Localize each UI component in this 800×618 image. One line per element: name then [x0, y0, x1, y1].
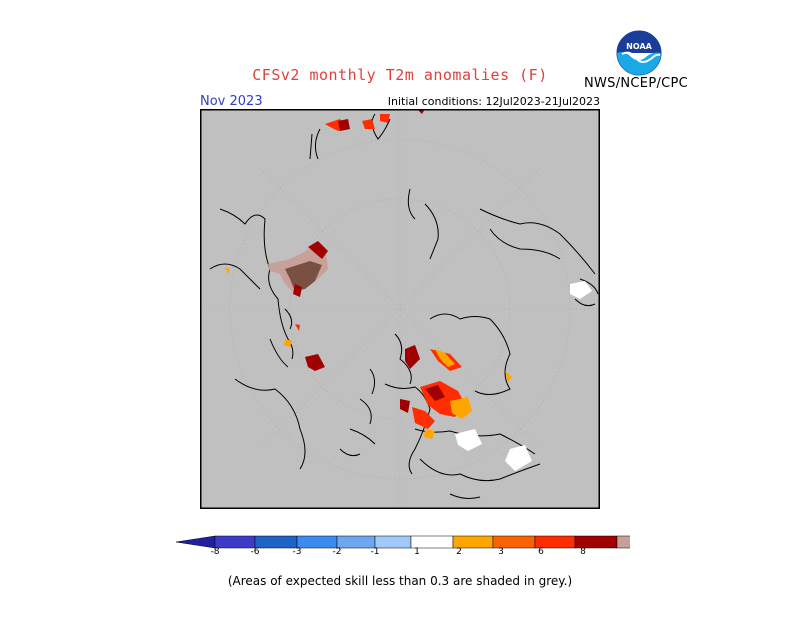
colorbar-tick-label: 3 [498, 547, 504, 557]
colorbar-tick-label: -8 [210, 547, 220, 557]
coastlines [209, 113, 599, 499]
colorbar-swatch [254, 535, 298, 549]
agency-label: NWS/NCEP/CPC [584, 76, 689, 91]
colorbar-tick-label: -2 [332, 547, 342, 557]
skill-footnote: (Areas of expected skill less than 0.3 a… [227, 574, 573, 588]
colorbar-tick-label: 2 [456, 547, 462, 557]
colorbar-tick-label: -1 [370, 547, 380, 557]
colorbar [175, 535, 630, 549]
anomaly-shading [225, 109, 592, 471]
noaa-logo-icon: NOAA [616, 30, 662, 76]
initial-conditions: Initial conditions: 12Jul2023-21Jul2023 [387, 95, 600, 108]
colorbar-tick-label: -3 [292, 547, 302, 557]
colorbar-swatch [336, 535, 376, 549]
colorbar-swatch [296, 535, 338, 549]
colorbar-swatch [374, 535, 412, 549]
forecast-month: Nov 2023 [200, 94, 263, 109]
colorbar-tick-label: -6 [250, 547, 260, 557]
colorbar-tick-label: 1 [414, 547, 420, 557]
graticule [200, 109, 600, 509]
map-frame [200, 109, 600, 509]
map-title: CFSv2 monthly T2m anomalies (F) [252, 66, 548, 84]
noaa-logo-text: NOAA [626, 42, 652, 51]
colorbar-tick-label: 6 [538, 547, 544, 557]
colorbar-swatch [214, 535, 256, 549]
polar-anomaly-map [200, 109, 600, 509]
colorbar-tick-label: 8 [580, 547, 586, 557]
colorbar-swatch [616, 535, 630, 549]
colorbar-arrow-low [175, 535, 216, 549]
